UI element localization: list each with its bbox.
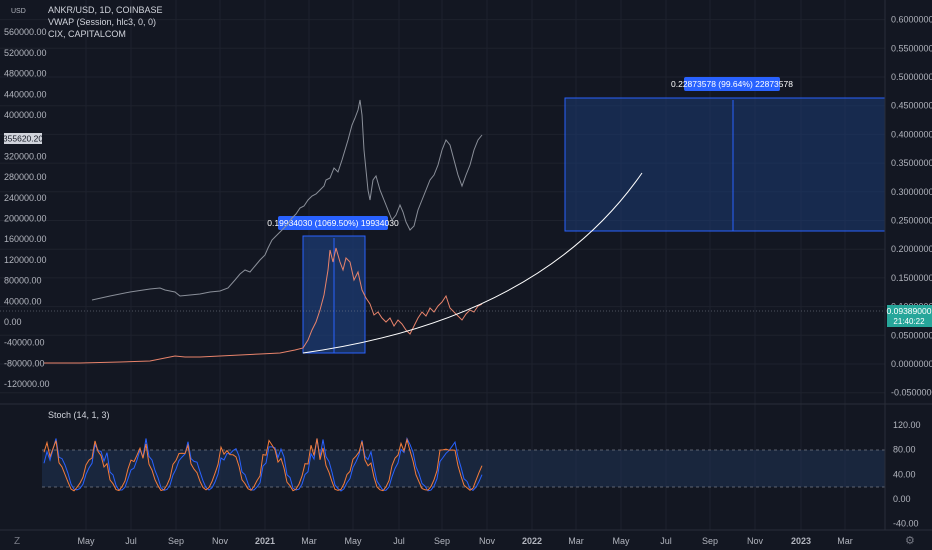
legend: ANKR/USD, 1D, COINBASE VWAP (Session, hl… — [48, 4, 163, 40]
left-axis-tick: 560000.00 — [4, 27, 47, 37]
time-axis-tick: May — [612, 536, 630, 546]
time-axis-tick: May — [344, 536, 362, 546]
measure-box-2-label: 0.22873578 (99.64%) 22873578 — [671, 79, 793, 89]
time-axis[interactable]: May Jul Sep Nov 2021 Mar May Jul Sep Nov 2022 Mar Ma… — [77, 536, 852, 546]
right-current-badge-bg — [887, 305, 932, 327]
right-current-badge-price: 0.09389000 — [887, 306, 932, 316]
time-axis-tick: 2021 — [255, 536, 275, 546]
right-axis-tick: 0.00000000 — [891, 359, 932, 369]
right-current-badge-countdown: 21:40:22 — [893, 317, 925, 326]
measure-box-2-rect — [564, 97, 886, 232]
stoch-axis-tick: 120.00 — [893, 420, 921, 430]
left-current-badge-bg — [4, 133, 42, 144]
time-axis-tick: 2022 — [522, 536, 542, 546]
price-series-line[interactable] — [91, 99, 483, 301]
stoch-k-line[interactable] — [43, 437, 483, 492]
left-axis-tick: 120000.00 — [4, 255, 47, 265]
measure-box-2[interactable]: 0.22873578 (99.64%) 22873578 — [564, 77, 886, 232]
time-axis-tick: Jul — [125, 536, 137, 546]
time-axis-tick: Mar — [301, 536, 317, 546]
left-axis-tick: -40000.00 — [4, 338, 45, 348]
left-axis-tick: 440000.00 — [4, 89, 47, 99]
time-axis-tick: May — [77, 536, 95, 546]
left-axis-tick: 520000.00 — [4, 48, 47, 58]
left-current-badge: 355620.20 — [3, 133, 43, 144]
time-axis-tick: Jul — [393, 536, 405, 546]
time-axis-tick: Nov — [212, 536, 229, 546]
settings-gear-icon[interactable]: ⚙ — [905, 534, 915, 547]
time-axis-tick: Nov — [747, 536, 764, 546]
logo-icon[interactable]: Z — [14, 536, 20, 547]
left-axis-unit: USD — [11, 8, 26, 15]
time-axis-tick: Nov — [479, 536, 496, 546]
legend-cix[interactable]: CIX, CAPITALCOM — [48, 29, 126, 39]
stoch-axis-tick: 40.00 — [893, 469, 916, 479]
stoch-axis[interactable]: 120.00 80.00 40.00 0.00 -40.00 — [893, 420, 921, 529]
left-axis-tick: 280000.00 — [4, 172, 47, 182]
legend-symbol[interactable]: ANKR/USD, 1D, COINBASE — [48, 5, 163, 15]
left-axis-tick: 80000.00 — [4, 276, 42, 286]
grid-lines — [0, 0, 885, 530]
left-axis-tick: 240000.00 — [4, 193, 47, 203]
stoch-axis-tick: 80.00 — [893, 445, 916, 455]
time-axis-tick: Mar — [837, 536, 853, 546]
cix-series-line[interactable] — [44, 247, 483, 364]
measure-box-2-label-bg — [684, 77, 780, 91]
time-axis-tick: Sep — [702, 536, 718, 546]
left-axis-tick: 40000.00 — [4, 296, 42, 306]
left-axis-tick: 200000.00 — [4, 214, 47, 224]
left-axis-tick: 400000.00 — [4, 110, 47, 120]
stoch-axis-tick: -40.00 — [893, 519, 919, 529]
left-axis-tick: 0.00 — [4, 317, 22, 327]
legend-vwap[interactable]: VWAP (Session, hlc3, 0, 0) — [48, 17, 157, 27]
measure-box-1[interactable]: 0.19934030 (1069.50%) 19934030 — [267, 216, 399, 354]
stoch-d-line[interactable] — [43, 437, 483, 492]
time-axis-tick: Sep — [168, 536, 184, 546]
left-axis-tick: 160000.00 — [4, 234, 47, 244]
left-current-badge-text: 355620.20 — [3, 134, 43, 144]
left-axis-tick: -120000.00 — [4, 379, 50, 389]
stoch-legend[interactable]: Stoch (14, 1, 3) — [48, 410, 110, 420]
time-axis-tick: Mar — [568, 536, 584, 546]
left-axis-tick: -80000.00 — [4, 358, 45, 368]
time-axis-tick: 2023 — [791, 536, 811, 546]
stoch-axis-tick: 0.00 — [893, 494, 911, 504]
left-axis[interactable]: 560000.00 520000.00 480000.00 440000.00 4000… — [4, 27, 50, 389]
time-axis-tick: Jul — [660, 536, 672, 546]
parabolic-curve-drawing[interactable] — [302, 172, 643, 354]
measure-box-1-label-bg — [278, 216, 388, 230]
measure-box-1-label: 0.19934030 (1069.50%) 19934030 — [267, 218, 399, 228]
right-current-badge: 0.09389000 21:40:22 — [887, 305, 932, 327]
time-axis-tick: Sep — [434, 536, 450, 546]
left-axis-tick: 480000.00 — [4, 69, 47, 79]
left-axis-tick: 320000.00 — [4, 151, 47, 161]
